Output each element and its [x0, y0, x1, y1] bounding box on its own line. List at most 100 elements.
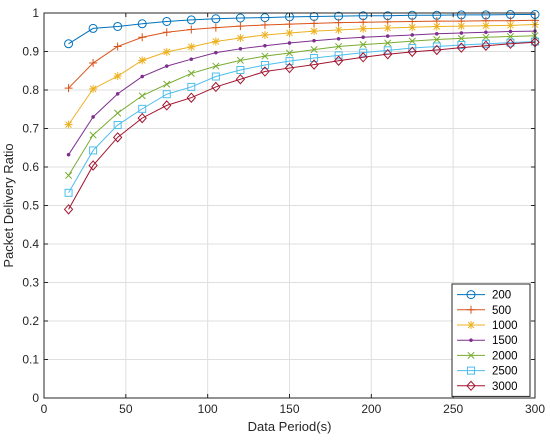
data-point-1000 — [162, 47, 171, 56]
data-point-3000 — [505, 38, 516, 50]
legend: 200 500 1000 1500 2000 2500 3000 — [451, 283, 531, 397]
data-point-2000 — [285, 49, 294, 57]
data-point-500 — [162, 28, 171, 37]
legend-item-2500: 2500 — [457, 366, 518, 378]
legend-label: 3000 — [492, 381, 518, 393]
data-point-1500 — [484, 30, 488, 35]
y-axis-label: Packet Delivery Ratio — [1, 143, 16, 267]
data-point-2500 — [457, 40, 466, 49]
series-3000 — [63, 37, 540, 215]
data-point-2000 — [482, 33, 490, 41]
y-tick-label: 0.8 — [22, 83, 39, 97]
legend-item-1000: 1000 — [457, 320, 518, 332]
data-point-1000 — [408, 23, 417, 32]
data-point-2500 — [359, 48, 368, 57]
data-point-2500 — [162, 90, 171, 99]
data-point-1000 — [457, 22, 466, 31]
data-point-200 — [113, 21, 123, 31]
data-point-200 — [64, 39, 74, 49]
data-point-1000 — [383, 24, 392, 33]
data-point-3000 — [88, 160, 98, 171]
data-point-3000 — [235, 73, 246, 85]
data-point-3000 — [186, 92, 196, 103]
series-line-500 — [68, 19, 536, 89]
data-point-1500 — [361, 35, 365, 40]
data-point-1500 — [238, 46, 243, 51]
data-point-200 — [186, 15, 196, 25]
data-point-500 — [187, 25, 196, 34]
legend-item-200: 200 — [457, 290, 511, 302]
series-line-1500 — [68, 30, 536, 155]
data-point-2000 — [114, 109, 122, 117]
data-point-1000 — [481, 21, 490, 30]
data-point-1000 — [506, 21, 515, 30]
data-point-3000 — [333, 55, 344, 66]
data-point-500 — [211, 23, 220, 32]
data-point-1500 — [508, 29, 513, 34]
y-tick-label: 0.7 — [22, 122, 39, 136]
data-point-500 — [285, 20, 294, 29]
legend-marker — [467, 321, 475, 329]
data-point-200 — [162, 16, 172, 26]
legend-marker — [469, 338, 473, 343]
data-point-2500 — [236, 65, 245, 74]
data-point-1000 — [334, 25, 343, 34]
data-point-3000 — [260, 66, 270, 77]
legend-label: 2000 — [492, 350, 518, 362]
legend-item-500: 500 — [457, 305, 511, 317]
legend-item-1500: 1500 — [457, 335, 518, 347]
data-point-2000 — [236, 56, 244, 64]
data-point-500 — [89, 59, 98, 68]
data-point-1500 — [385, 34, 390, 38]
data-point-2000 — [335, 42, 343, 51]
data-point-2000 — [261, 52, 269, 60]
data-point-1500 — [189, 57, 194, 62]
x-tick-label: 50 — [119, 402, 133, 416]
data-point-3000 — [358, 52, 368, 63]
data-point-2000 — [64, 171, 73, 180]
data-point-2500 — [113, 121, 122, 130]
data-point-2000 — [384, 39, 392, 47]
data-point-2500 — [138, 104, 147, 113]
data-point-1000 — [236, 34, 245, 43]
data-point-2500 — [481, 39, 490, 48]
data-point-2000 — [506, 32, 515, 41]
data-point-1000 — [260, 30, 269, 39]
legend-marker — [467, 305, 475, 314]
data-point-1500 — [263, 43, 267, 48]
data-point-2500 — [187, 82, 196, 91]
data-point-1000 — [187, 42, 196, 51]
data-point-2500 — [285, 57, 294, 66]
legend-label: 200 — [492, 290, 511, 302]
y-tick-label: 0.5 — [22, 199, 39, 213]
data-point-2500 — [64, 188, 73, 197]
y-tick-label: 0.2 — [22, 314, 39, 328]
data-point-3000 — [162, 100, 172, 111]
data-point-1500 — [410, 33, 415, 37]
data-point-200 — [88, 23, 98, 33]
legend-label: 1000 — [492, 320, 518, 332]
data-point-2000 — [359, 41, 367, 49]
series-1000 — [64, 20, 539, 129]
data-point-1500 — [66, 152, 71, 157]
series-2000 — [64, 32, 539, 180]
data-point-2500 — [89, 146, 98, 155]
data-point-2000 — [408, 37, 416, 45]
data-point-200 — [235, 13, 245, 23]
y-tick-label: 0.9 — [22, 45, 39, 59]
legend-item-3000: 3000 — [457, 380, 518, 393]
legend-marker — [466, 290, 476, 300]
x-tick-label: 200 — [361, 402, 381, 416]
data-point-1000 — [285, 29, 294, 38]
y-tick-label: 0.3 — [22, 276, 39, 290]
data-point-1000 — [64, 120, 73, 129]
y-tick-label: 0 — [32, 391, 39, 405]
x-tick-label: 250 — [443, 402, 463, 416]
data-point-1500 — [434, 31, 439, 36]
y-tick-label: 1 — [32, 6, 39, 20]
data-point-3000 — [284, 62, 295, 74]
data-point-2000 — [457, 34, 465, 42]
data-point-1500 — [459, 31, 464, 35]
legend-label: 1500 — [492, 335, 518, 347]
